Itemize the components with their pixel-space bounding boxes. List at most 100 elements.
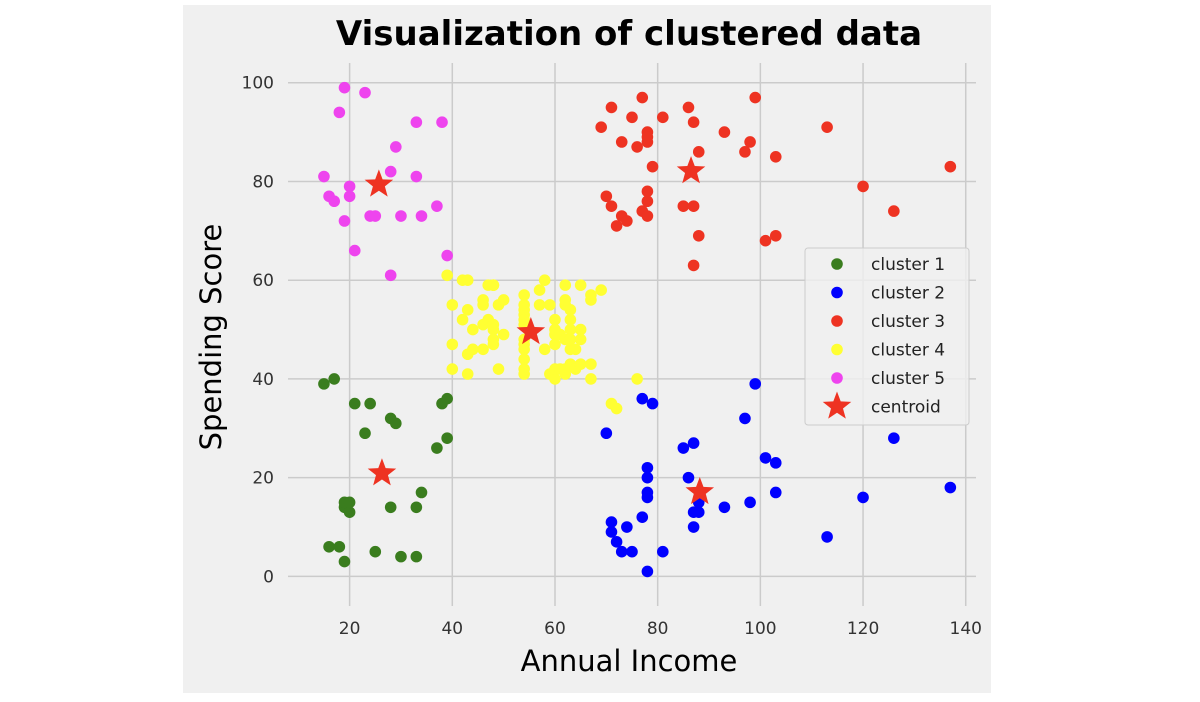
cluster-4-point	[446, 363, 459, 375]
cluster-4-point	[585, 294, 597, 306]
cluster-3-point	[857, 180, 869, 193]
cluster-4-point	[446, 338, 459, 351]
legend-label-centroid: centroid	[871, 398, 941, 418]
cluster-2-point	[646, 397, 659, 410]
x-tick-label: 140	[950, 619, 982, 639]
cluster-5-point	[328, 195, 341, 208]
cluster-3-point	[610, 220, 623, 232]
y-tick-label: 100	[242, 74, 274, 94]
cluster-4-point	[467, 323, 479, 336]
cluster-2-point	[749, 378, 762, 390]
cluster-3-point	[739, 146, 751, 158]
cluster-1-point	[364, 397, 376, 410]
cluster-2-point	[641, 461, 654, 474]
cluster-2-point	[605, 526, 618, 538]
cluster-4-point	[456, 313, 469, 326]
cluster-4-point	[564, 304, 577, 316]
chart-title: Visualization of clustered data	[336, 14, 922, 54]
cluster-5-point	[441, 249, 453, 262]
x-tick-label: 100	[744, 619, 776, 639]
cluster-3-point	[641, 195, 654, 208]
cluster-5-point	[338, 81, 351, 94]
x-tick-labels: 20 40 60 80 100 120 140	[339, 619, 982, 639]
y-tick-labels: 0 20 40 60 80 100	[242, 74, 274, 588]
cluster-3-point	[692, 229, 705, 242]
cluster-3-point	[682, 101, 695, 114]
cluster-2-point	[687, 521, 700, 533]
cluster-5-point	[395, 210, 407, 222]
legend-marker-centroid	[822, 391, 852, 419]
cluster-5-point	[359, 86, 371, 99]
legend-label-cluster-4: cluster 4	[871, 341, 945, 361]
cluster-4-point	[487, 323, 500, 336]
cluster-2-point	[687, 437, 700, 449]
cluster-3-point	[692, 146, 705, 158]
legend-marker-cluster-5	[831, 372, 843, 384]
legend-label-cluster-2: cluster 2	[871, 284, 945, 304]
cluster-4-point	[549, 373, 561, 385]
cluster-4-point	[461, 304, 474, 316]
cluster-4-point	[441, 269, 453, 282]
cluster-2-point	[626, 545, 638, 558]
cluster-5-point	[415, 210, 428, 222]
cluster-3-point	[687, 259, 700, 272]
legend-box	[804, 247, 970, 426]
cluster-3-point	[641, 210, 654, 222]
cluster-3-point	[641, 131, 654, 143]
y-axis-label: Spending Score	[194, 224, 228, 451]
cluster-4-point	[559, 279, 572, 291]
cluster-3-point	[641, 185, 654, 198]
cluster-3-point	[944, 160, 957, 173]
cluster-5-point	[369, 210, 382, 222]
y-tick-label: 80	[252, 172, 274, 192]
cluster-5-point	[333, 106, 346, 119]
cluster-2-point	[769, 486, 782, 499]
cluster-1-point	[441, 432, 453, 444]
cluster-1-point	[323, 540, 335, 553]
cluster-2-point	[615, 545, 628, 558]
cluster-1-point	[333, 540, 346, 553]
cluster-4-point	[518, 299, 530, 311]
cluster-3-point	[687, 116, 700, 129]
cluster-2-point	[657, 545, 669, 558]
cluster-2-point	[605, 516, 618, 528]
cluster-5-point	[384, 165, 397, 178]
cluster-4-point	[518, 353, 530, 365]
cluster-4-point	[569, 343, 582, 356]
cluster-1-point	[410, 550, 423, 563]
cluster-3-point	[605, 200, 618, 212]
centroid-star	[364, 169, 394, 197]
x-tick-label: 80	[647, 619, 669, 639]
cluster-3-point	[888, 205, 900, 217]
cluster-2-point	[636, 392, 649, 405]
cluster-3-point	[759, 234, 772, 247]
cluster-1-point	[410, 501, 423, 514]
x-tick-label: 40	[441, 619, 463, 639]
cluster-1-point	[395, 550, 407, 563]
legend-label-cluster-1: cluster 1	[871, 255, 945, 275]
legend-label-cluster-3: cluster 3	[871, 312, 945, 332]
cluster-4-point	[564, 313, 577, 326]
cluster-2-point	[759, 452, 772, 464]
cluster-3-point	[646, 160, 659, 173]
cluster-4-point	[533, 284, 546, 296]
legend-marker-cluster-1	[831, 258, 843, 270]
cluster-4-point	[497, 294, 510, 306]
cluster-4-point	[574, 333, 587, 346]
cluster-1-point	[384, 501, 397, 514]
cluster-4-point	[564, 323, 577, 336]
cluster-3-point	[605, 101, 618, 114]
cluster-4-point	[446, 299, 459, 311]
legend-label-cluster-5: cluster 5	[871, 369, 945, 389]
centroid-star	[676, 156, 706, 184]
cluster-5-point	[390, 141, 402, 153]
y-tick-label: 0	[263, 567, 274, 587]
cluster-4-point	[585, 358, 597, 370]
cluster-2-point	[641, 565, 654, 578]
cluster-2-point	[677, 442, 690, 454]
cluster-4-point	[461, 368, 474, 380]
cluster-3-point	[687, 200, 700, 212]
cluster-5-point	[410, 116, 423, 129]
cluster-3-point	[657, 111, 669, 124]
cluster-5-point	[343, 180, 356, 193]
